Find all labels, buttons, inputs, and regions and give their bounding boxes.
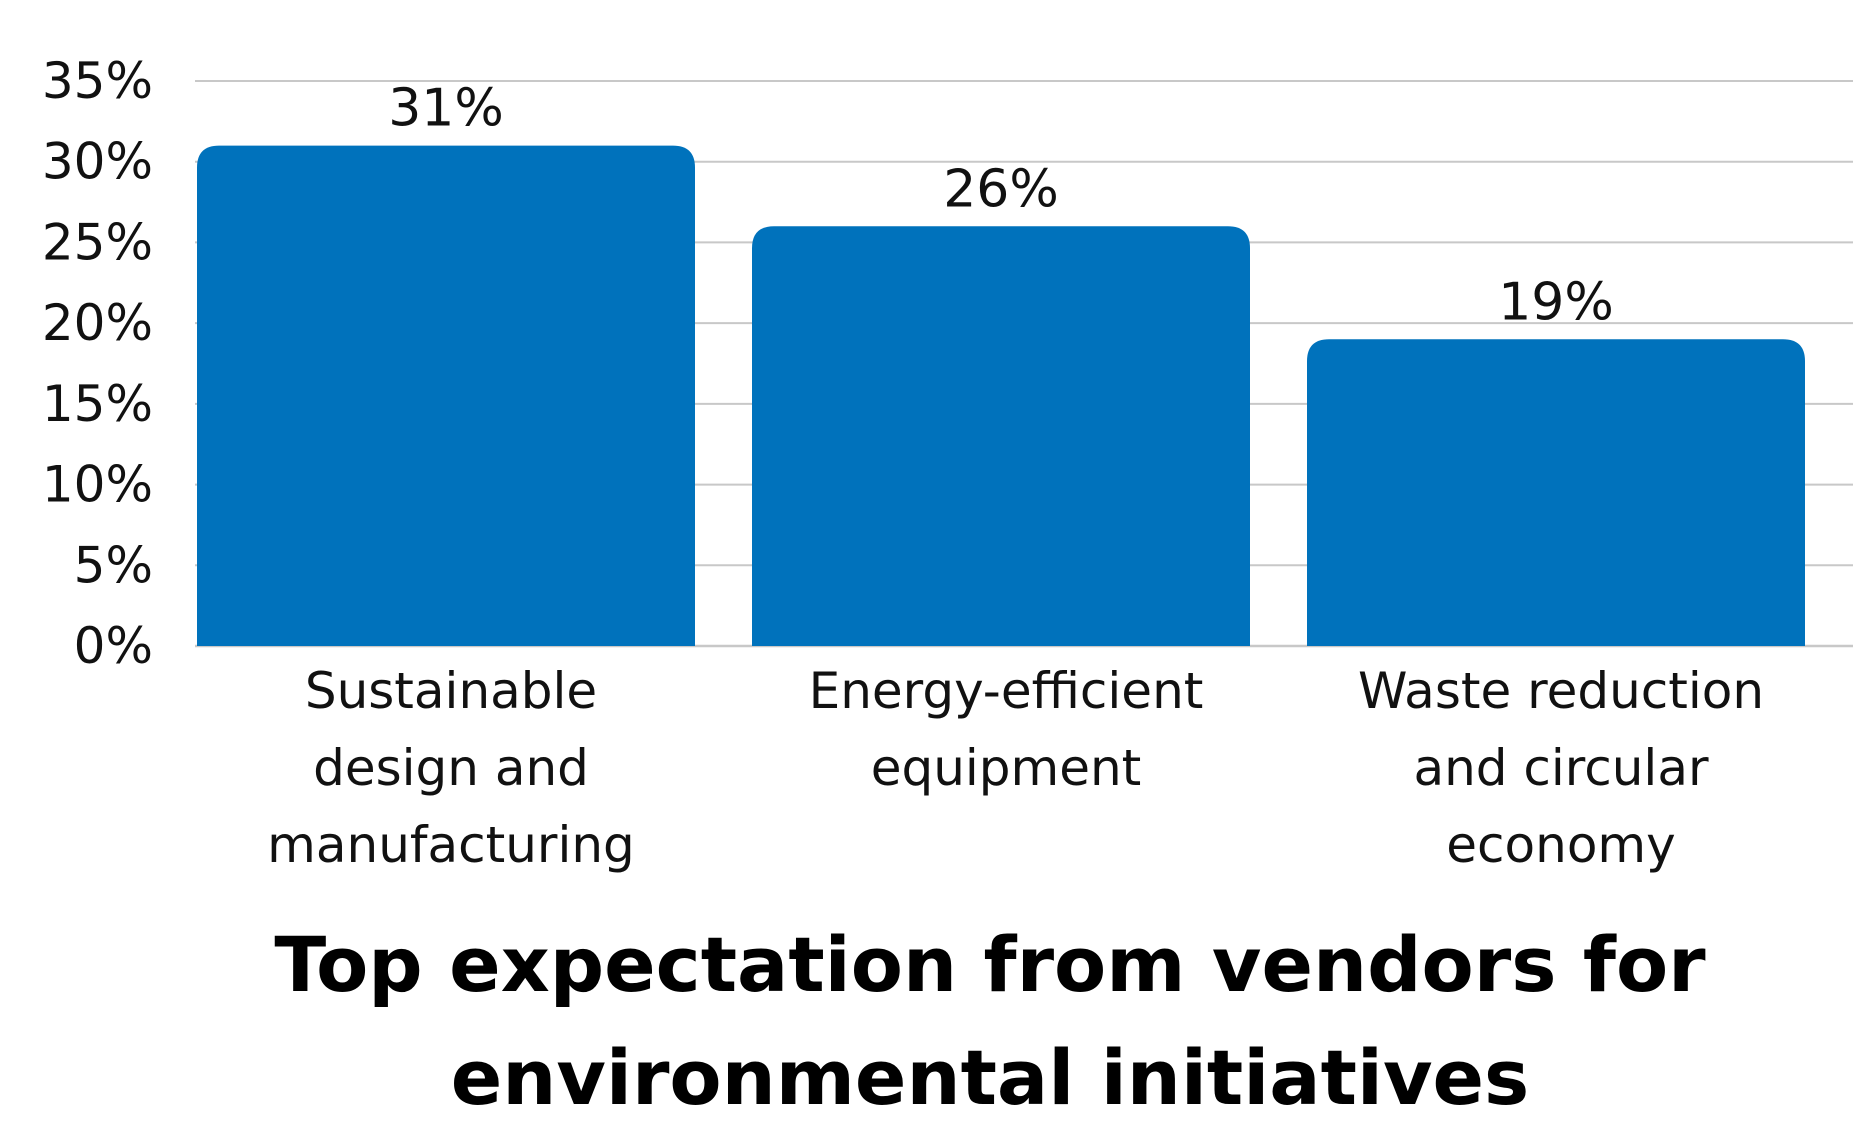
y-tick-label-5: 5%: [74, 536, 153, 594]
bars: [197, 145, 1805, 647]
category-label-2-line-1: Energy-efficient: [809, 662, 1204, 720]
y-tick-label-10: 10%: [42, 456, 153, 514]
category-label-1-line-2: design and: [313, 739, 589, 797]
x-axis-category-labels: Sustainable design and manufacturing Energy…: [267, 662, 1764, 874]
y-tick-label-30: 30%: [42, 133, 153, 191]
y-tick-label-35: 35%: [42, 52, 153, 110]
bar-1: [197, 145, 695, 647]
data-label-3: 19%: [1498, 272, 1614, 332]
data-label-1: 31%: [388, 79, 504, 139]
category-label-3-line-3: economy: [1446, 816, 1675, 874]
bar-2: [752, 226, 1250, 647]
data-label-2: 26%: [943, 159, 1059, 219]
category-label-1-line-3: manufacturing: [267, 816, 635, 874]
y-tick-label-0: 0%: [74, 617, 153, 675]
category-label-2-line-2: equipment: [871, 739, 1142, 797]
chart-title: Top expectation from vendors for environ…: [274, 920, 1706, 1122]
y-tick-label-25: 25%: [42, 213, 153, 271]
y-tick-label-20: 20%: [42, 294, 153, 352]
y-tick-label-15: 15%: [42, 375, 153, 433]
y-axis-tick-labels: 0% 5% 10% 15% 20% 25% 30% 35%: [42, 52, 153, 675]
bar-data-labels: 31% 26% 19%: [388, 79, 1614, 333]
category-label-1-line-1: Sustainable: [305, 662, 597, 720]
category-label-3-line-1: Waste reduction: [1358, 662, 1764, 720]
bar-3: [1307, 339, 1805, 646]
category-label-3-line-2: and circular: [1413, 739, 1709, 797]
